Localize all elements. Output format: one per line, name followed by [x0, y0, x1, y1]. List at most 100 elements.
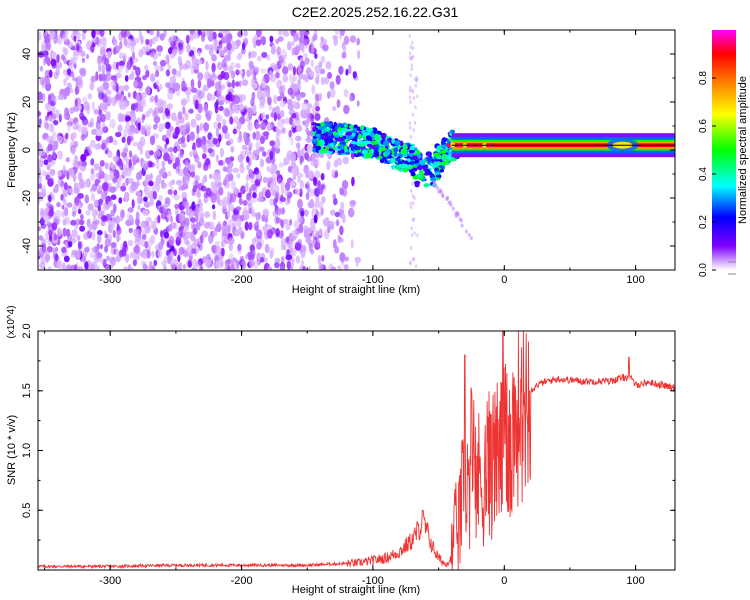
noise-blob [122, 147, 129, 154]
noise-blob [342, 156, 349, 165]
noise-blob [177, 70, 182, 78]
noise-blob [136, 141, 143, 151]
noise-blob [156, 30, 160, 38]
noise-blob [279, 219, 284, 228]
noise-blob [87, 145, 92, 154]
noise-blob [331, 266, 336, 270]
noise-blob [224, 259, 231, 267]
noise-blob [127, 207, 134, 213]
noise-blob [257, 196, 264, 203]
noise-blob [80, 115, 87, 121]
noise-blob [206, 139, 210, 145]
noise-blob [286, 41, 292, 51]
noise-blob [116, 180, 121, 189]
noise-blob [284, 158, 289, 164]
noise-blob [290, 180, 296, 187]
noise-blob [141, 114, 146, 120]
signal-blob [402, 163, 409, 169]
noise-blob [163, 265, 167, 270]
noise-blob [100, 36, 107, 46]
noise-blob [94, 210, 99, 216]
noise-blob [151, 251, 155, 258]
noise-blob [153, 259, 158, 267]
noise-blob [248, 252, 255, 262]
noise-blob [411, 257, 415, 262]
noise-blob [230, 180, 236, 190]
noise-blob [255, 141, 261, 150]
noise-blob [237, 243, 242, 252]
noise-blob [205, 60, 209, 71]
signal-blob [440, 190, 444, 195]
noise-blob [80, 134, 86, 141]
noise-blob [211, 204, 216, 210]
noise-blob [412, 96, 416, 101]
noise-blob [64, 241, 69, 248]
signal-blob [333, 121, 338, 127]
noise-blob [173, 146, 178, 154]
noise-blob [135, 66, 141, 77]
noise-blob [284, 198, 291, 206]
noise-blob [168, 235, 175, 246]
noise-blob [115, 83, 119, 93]
noise-blob [341, 51, 347, 59]
noise-blob [70, 219, 77, 226]
signal-blob [469, 236, 473, 240]
snr-series-line [38, 331, 675, 570]
noise-blob [50, 58, 57, 67]
noise-blob [44, 54, 49, 64]
noise-blob [145, 38, 150, 46]
noise-blob [73, 62, 77, 69]
noise-blob [135, 211, 140, 221]
noise-blob [413, 120, 417, 125]
noise-blob [198, 205, 204, 215]
noise-blob [48, 229, 53, 237]
noise-blob [221, 124, 228, 134]
noise-blob [48, 115, 52, 122]
noise-blob [412, 128, 415, 133]
signal-blob [417, 165, 423, 171]
noise-blob [285, 182, 291, 191]
noise-blob [241, 79, 249, 86]
noise-blob [184, 112, 189, 121]
signal-blob [393, 147, 399, 153]
noise-blob [182, 230, 189, 240]
signal-blob [440, 140, 446, 146]
noise-blob [163, 152, 170, 161]
noise-blob [199, 265, 204, 270]
noise-blob [267, 96, 272, 106]
noise-blob [274, 257, 281, 264]
noise-blob [84, 126, 88, 135]
noise-blob [97, 204, 102, 212]
noise-blob [260, 36, 267, 44]
noise-blob [262, 176, 268, 184]
noise-blob [90, 44, 95, 53]
noise-blob [135, 93, 141, 102]
noise-blob [256, 229, 263, 240]
noise-blob [190, 78, 195, 89]
noise-blob [215, 154, 219, 163]
noise-blob [128, 214, 134, 224]
noise-blob [279, 265, 285, 270]
noise-blob [251, 78, 255, 87]
noise-blob [256, 55, 262, 62]
noise-blob [170, 53, 175, 59]
noise-blob [39, 149, 46, 157]
noise-blob [225, 224, 231, 234]
signal-blob [310, 122, 317, 126]
noise-blob [310, 225, 315, 231]
noise-blob [51, 105, 56, 114]
y-tick-label: 40 [21, 48, 33, 60]
noise-blob [164, 121, 171, 129]
noise-blob [249, 173, 256, 184]
noise-blob [235, 39, 241, 47]
noise-blob [63, 255, 70, 263]
noise-blob [321, 195, 326, 204]
noise-blob [120, 209, 125, 219]
noise-blob [279, 91, 285, 99]
noise-blob [171, 68, 177, 75]
noise-blob [327, 91, 331, 99]
noise-blob [238, 80, 242, 88]
noise-blob [230, 70, 236, 79]
noise-blob [166, 103, 173, 111]
noise-blob [57, 62, 63, 69]
